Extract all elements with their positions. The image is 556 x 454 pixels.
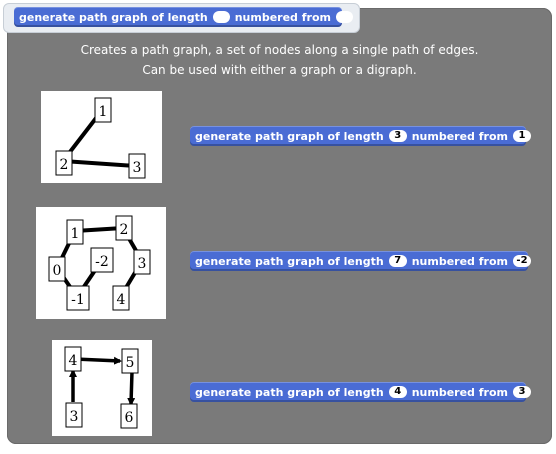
block-label: numbered from [411,385,508,399]
description-line-2: Can be used with either a graph or a dig… [142,63,417,77]
example-3-generate-path-graph-block[interactable]: generate path graph of length 4 numbered… [190,382,531,402]
length-slot[interactable] [212,11,230,23]
node-label: 3 [138,256,147,272]
start-slot[interactable] [335,11,353,23]
block-label: numbered from [411,129,508,143]
example-2-graph-figure: 1 2 0 -2 3 -1 4 [36,207,166,319]
node-label: 3 [70,409,79,425]
length-slot[interactable]: 7 [388,255,407,267]
header-generate-path-graph-block[interactable]: generate path graph of length numbered f… [14,7,353,27]
block-label: generate path graph of length [195,385,384,399]
length-slot[interactable]: 3 [388,130,407,142]
start-slot[interactable]: 1 [512,130,531,142]
node-label: 2 [60,157,69,173]
start-slot[interactable]: -2 [512,255,531,267]
node-label: 3 [133,160,142,176]
node-label: 2 [120,222,129,238]
node-label: 4 [117,292,126,308]
node-label: -1 [71,292,85,308]
example-3-graph-figure: 4 5 3 6 [52,340,152,436]
start-slot[interactable]: 3 [512,386,531,398]
node-label: 1 [99,104,108,120]
block-label: numbered from [234,10,331,24]
node-label: 4 [69,353,78,369]
node-label: 6 [125,410,134,426]
length-slot[interactable]: 4 [388,386,407,398]
example-1-generate-path-graph-block[interactable]: generate path graph of length 3 numbered… [190,126,531,146]
example-2-generate-path-graph-block[interactable]: generate path graph of length 7 numbered… [190,251,531,271]
block-label: generate path graph of length [195,129,384,143]
example-1-graph-figure: 1 2 3 [41,91,162,183]
node-label: 1 [71,226,80,242]
block-label: generate path graph of length [19,10,208,24]
description-line-1: Creates a path graph, a set of nodes alo… [80,43,479,57]
block-label: numbered from [411,254,508,268]
block-label: generate path graph of length [195,254,384,268]
node-label: -2 [95,254,109,270]
node-label: 5 [126,355,135,371]
node-label: 0 [53,263,62,279]
